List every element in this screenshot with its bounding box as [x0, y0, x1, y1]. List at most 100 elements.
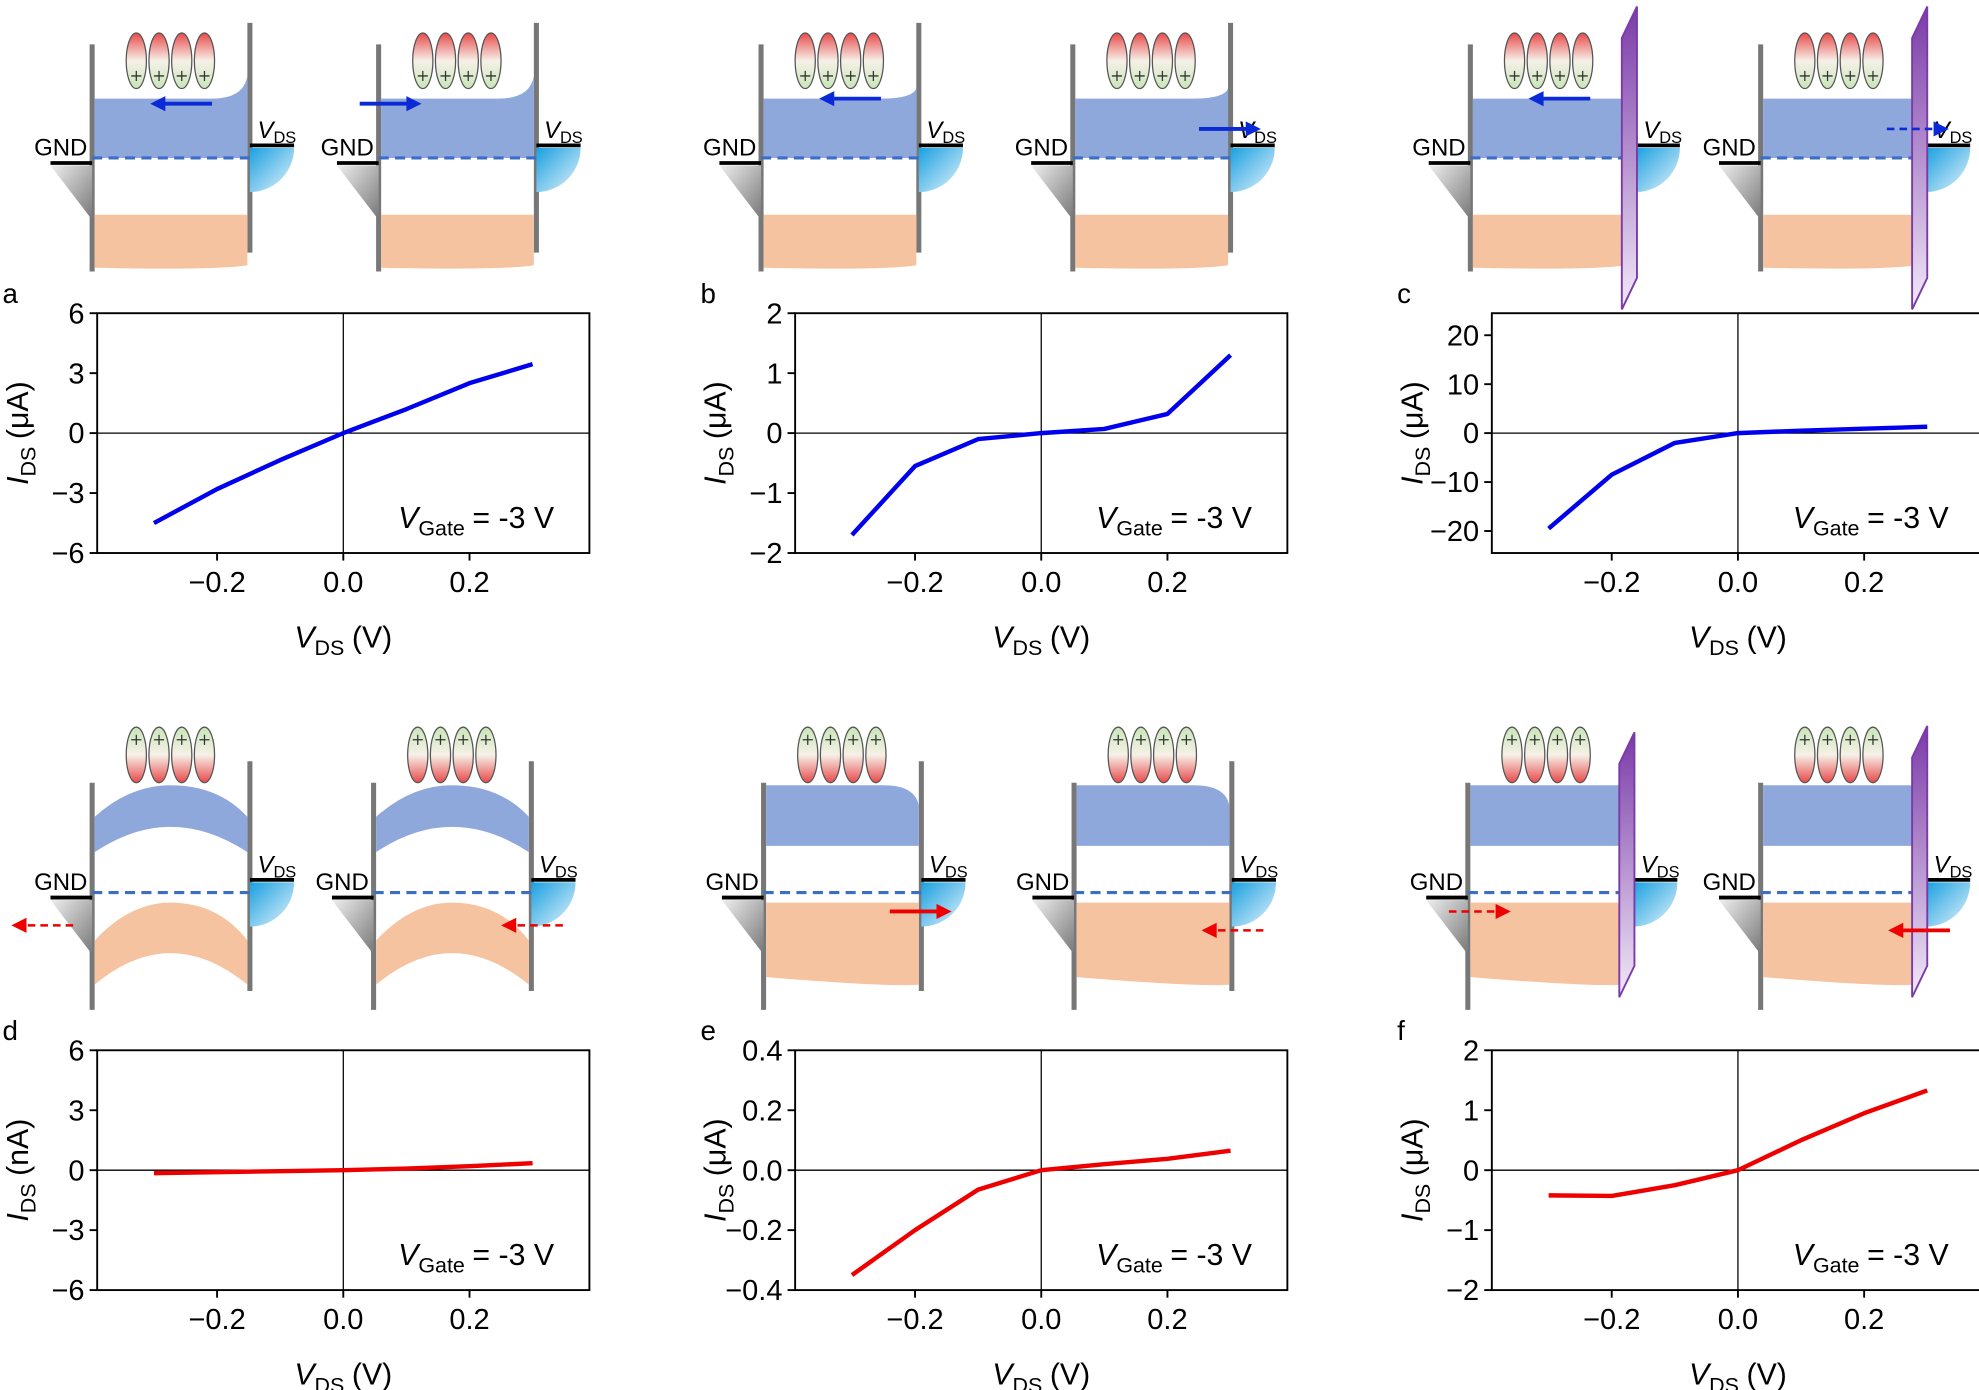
dipole-sign	[412, 734, 423, 745]
carrier-arrowhead	[936, 903, 952, 920]
x-tick-label: 0.0	[323, 1304, 363, 1336]
y-tick-label: −1	[749, 478, 782, 510]
drain-subscript: DS	[273, 129, 296, 147]
dipole-sign	[485, 70, 497, 81]
dipole-sign	[1575, 734, 1586, 745]
dipole-sign	[1532, 70, 1543, 81]
y-tick-label: 0.4	[742, 1035, 782, 1067]
x-tick-label: 0.2	[1844, 567, 1884, 599]
dipole-sign	[440, 70, 451, 81]
y-tick-label: 10	[1447, 369, 1479, 401]
y-label-unit: (μA)	[700, 1118, 733, 1176]
dipole	[193, 726, 216, 784]
dipole	[1130, 726, 1152, 784]
dipole	[842, 726, 864, 784]
ground-electrode	[1032, 900, 1075, 955]
dipole-sign	[153, 734, 165, 745]
x-axis-label: VDS (V)	[294, 622, 392, 661]
barrier-slab	[1620, 6, 1638, 310]
drain-label: VDS	[539, 851, 578, 881]
x-axis-label: VDS (V)	[1689, 622, 1787, 661]
y-axis-label: IDS (μA)	[700, 1118, 739, 1222]
ground-electrode	[719, 165, 762, 220]
y-label-symbol: I	[2, 1213, 35, 1222]
y-label-subscript: DS	[714, 447, 738, 477]
ground-electrode	[1428, 165, 1471, 220]
dipole	[1526, 32, 1548, 90]
y-tick-label: 0.2	[742, 1095, 782, 1127]
y-tick-label: 6	[68, 298, 84, 330]
dipole-sign	[199, 734, 210, 745]
y-tick-label: −20	[1430, 516, 1479, 548]
carrier-arrowhead	[1528, 91, 1544, 107]
dipole	[1106, 32, 1128, 90]
annotation-text: = -3 V	[1867, 1239, 1949, 1272]
drain-label: VDS	[1641, 851, 1680, 881]
y-tick-label: −6	[51, 1275, 84, 1307]
x-tick-label: 0.0	[1718, 567, 1758, 599]
panel-label: e	[700, 1015, 715, 1046]
drain-electrode	[1925, 147, 1971, 193]
conduction-band	[1763, 98, 1916, 158]
conduction-band	[94, 785, 248, 853]
x-label-unit: (V)	[1747, 1359, 1787, 1390]
x-tick-label: 0.0	[1021, 1304, 1061, 1336]
x-tick-label: −0.2	[1583, 1304, 1640, 1336]
x-label-subscript: DS	[315, 636, 345, 660]
y-label-subscript: DS	[1411, 447, 1435, 477]
dipole	[125, 726, 148, 784]
y-label-symbol: I	[700, 476, 733, 485]
drain-electrode	[249, 882, 295, 927]
y-axis-label: IDS (μA)	[1396, 381, 1435, 485]
dipole-sign	[1135, 734, 1147, 745]
y-tick-label: −3	[51, 478, 84, 510]
dipole-sign	[1845, 734, 1856, 745]
x-label-unit: (V)	[1747, 622, 1787, 655]
annotation-text: = -3 V	[1170, 502, 1252, 535]
x-label-subscript: DS	[315, 1373, 345, 1390]
annotation-symbol: V	[1096, 502, 1119, 535]
x-label-symbol: V	[294, 1359, 317, 1390]
ground-electrode	[721, 900, 764, 955]
dipole-sign	[176, 70, 187, 81]
valence-band	[1075, 214, 1229, 269]
x-axis-label: VDS (V)	[1689, 1359, 1787, 1390]
drain-electrode	[1633, 882, 1678, 927]
conduction-band	[1076, 785, 1230, 846]
y-label-subscript: DS	[16, 447, 40, 477]
x-tick-label: 0.0	[323, 567, 363, 599]
ground-electrode	[1426, 900, 1468, 955]
dipole	[794, 32, 816, 90]
drain-electrode	[531, 882, 576, 927]
y-tick-label: 0.0	[742, 1155, 782, 1187]
panel-label: f	[1397, 1015, 1405, 1046]
dipole	[1816, 726, 1839, 784]
carrier-arrowhead	[501, 917, 517, 933]
x-tick-label: 0.2	[449, 1304, 489, 1336]
y-label-subscript: DS	[714, 1184, 738, 1214]
carrier-arrowhead	[1245, 121, 1261, 137]
dipole	[1175, 726, 1198, 784]
y-label-unit: (μA)	[1396, 381, 1429, 439]
dipole	[148, 32, 170, 90]
conduction-band	[1472, 98, 1626, 158]
dipole	[412, 32, 434, 90]
x-label-symbol: V	[1689, 1359, 1712, 1390]
dipole	[429, 726, 452, 784]
y-tick-label: 2	[766, 298, 782, 330]
valence-band	[766, 902, 919, 986]
drain-electrode	[921, 882, 966, 927]
carrier-arrowhead	[150, 96, 166, 112]
annotation: VGate = -3 V	[1096, 502, 1253, 541]
dipole	[475, 726, 497, 784]
drain-label: VDS	[1238, 117, 1277, 147]
dipole	[1501, 726, 1523, 784]
annotation-symbol: V	[1793, 1239, 1816, 1272]
